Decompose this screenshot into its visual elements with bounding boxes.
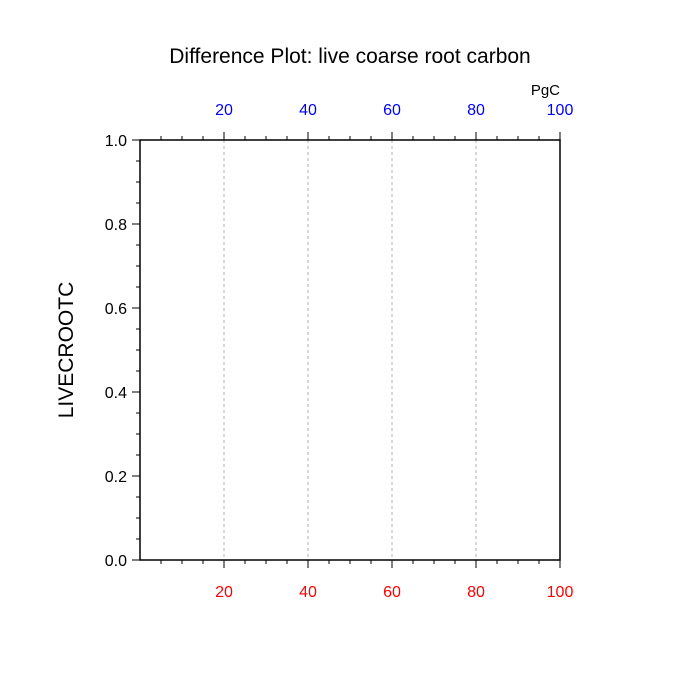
x-tick-label-bottom: 100	[547, 584, 574, 601]
x-tick-label-bottom: 20	[215, 584, 233, 601]
y-tick-label: 1.0	[105, 133, 127, 150]
x-tick-label-bottom: 40	[299, 584, 317, 601]
x-tick-label-top: 40	[299, 102, 317, 119]
axis-ticks	[132, 132, 561, 568]
x-tick-label-top: 100	[547, 102, 574, 119]
top-axis-unit-label: PgC	[531, 82, 560, 99]
y-tick-label: 0.8	[105, 217, 127, 234]
x-tick-label-top: 60	[383, 102, 401, 119]
grid-lines	[223, 140, 477, 560]
y-tick-label: 0.6	[105, 301, 127, 318]
x-tick-label-bottom: 60	[383, 584, 401, 601]
y-tick-label: 0.0	[105, 553, 127, 570]
y-tick-label: 0.4	[105, 385, 127, 402]
tick-labels: 20 40 60 80 100 20 40 60 80 100 0.0 0.2 0.4 0.6 0.8 1.0	[105, 102, 574, 601]
chart-title: Difference Plot: live coarse root carbon	[169, 45, 530, 68]
x-tick-label-top: 20	[215, 102, 233, 119]
y-axis-label: LIVECROOTC	[55, 282, 78, 419]
x-tick-label-top: 80	[467, 102, 485, 119]
y-tick-label: 0.2	[105, 469, 127, 486]
x-tick-label-bottom: 80	[467, 584, 485, 601]
plot-frame	[139, 139, 561, 561]
